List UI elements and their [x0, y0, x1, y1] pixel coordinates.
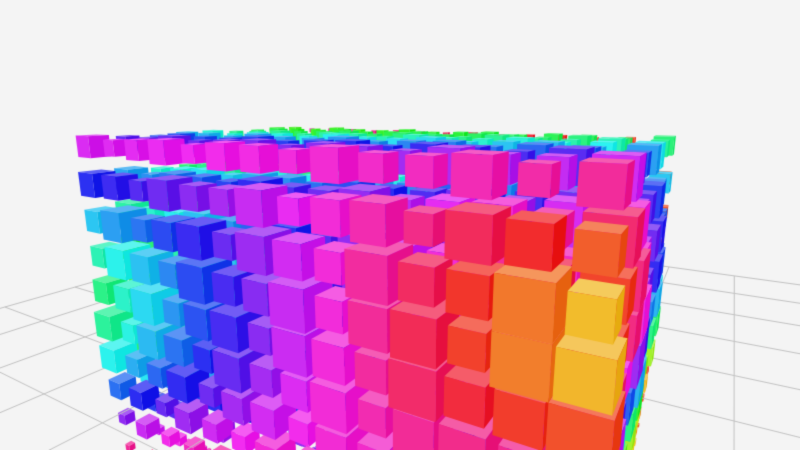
scene-canvas[interactable] — [0, 0, 800, 450]
scene-viewport — [0, 0, 800, 450]
